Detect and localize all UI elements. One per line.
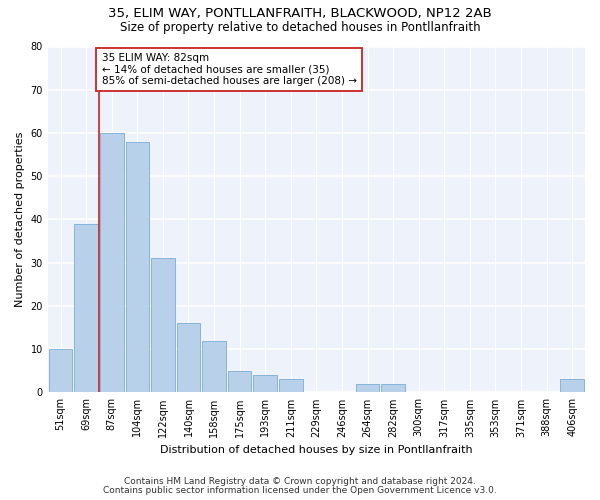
Text: 35 ELIM WAY: 82sqm
← 14% of detached houses are smaller (35)
85% of semi-detache: 35 ELIM WAY: 82sqm ← 14% of detached hou… <box>101 53 356 86</box>
X-axis label: Distribution of detached houses by size in Pontllanfraith: Distribution of detached houses by size … <box>160 445 473 455</box>
Bar <box>125 142 149 392</box>
Bar <box>74 224 98 392</box>
Bar <box>100 133 124 392</box>
Bar <box>177 323 200 392</box>
Bar <box>356 384 379 392</box>
Text: Contains public sector information licensed under the Open Government Licence v3: Contains public sector information licen… <box>103 486 497 495</box>
Bar <box>49 349 73 393</box>
Y-axis label: Number of detached properties: Number of detached properties <box>15 132 25 307</box>
Text: Size of property relative to detached houses in Pontllanfraith: Size of property relative to detached ho… <box>119 21 481 34</box>
Bar <box>202 340 226 392</box>
Text: 35, ELIM WAY, PONTLLANFRAITH, BLACKWOOD, NP12 2AB: 35, ELIM WAY, PONTLLANFRAITH, BLACKWOOD,… <box>108 8 492 20</box>
Bar <box>382 384 405 392</box>
Bar <box>560 380 584 392</box>
Bar <box>151 258 175 392</box>
Text: Contains HM Land Registry data © Crown copyright and database right 2024.: Contains HM Land Registry data © Crown c… <box>124 477 476 486</box>
Bar <box>228 371 251 392</box>
Bar <box>253 375 277 392</box>
Bar <box>279 380 302 392</box>
